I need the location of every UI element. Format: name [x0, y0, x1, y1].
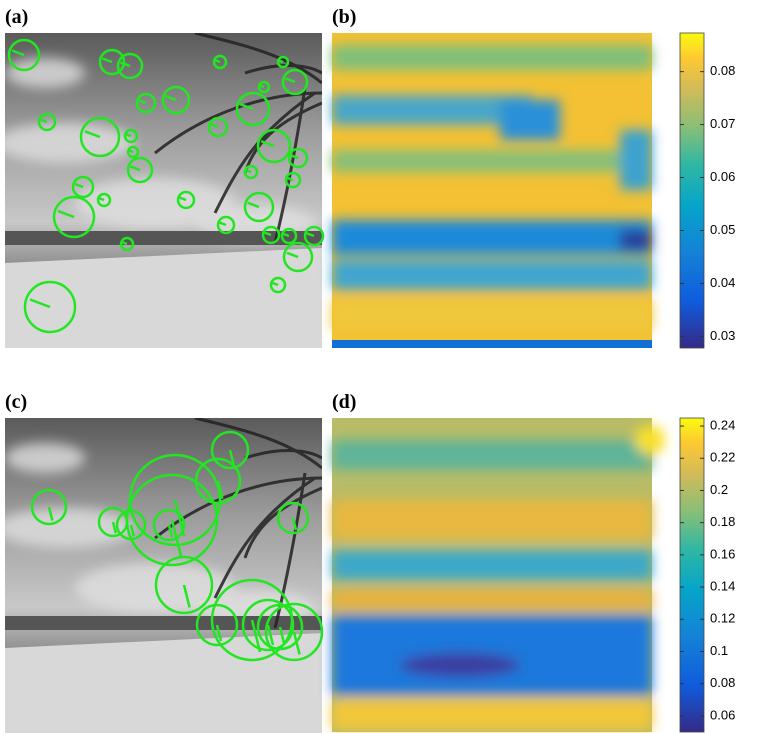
tick-label: 0.05 — [710, 222, 735, 237]
photo — [0, 418, 322, 733]
orientation — [215, 60, 220, 62]
colorbar — [680, 33, 704, 348]
orientation — [99, 198, 104, 200]
tick-label: 0.04 — [710, 275, 735, 290]
orientation — [129, 151, 133, 153]
tick-label: 0.08 — [710, 675, 735, 690]
tick-label: 0.22 — [710, 450, 735, 465]
colorbar — [680, 418, 704, 732]
tick-label: 0.18 — [710, 514, 735, 529]
photo — [0, 33, 322, 348]
heatmap — [332, 418, 665, 732]
tick-label: 0.06 — [710, 169, 735, 184]
figure: (a) (b) 0.03 0.04 0.05 0.06 0.07 0.08 (c) (d) 0.06… — [0, 0, 766, 733]
tick-label: 0.14 — [710, 579, 735, 594]
orientation — [279, 61, 283, 63]
panel-label: (b) — [332, 6, 356, 28]
tick-label: 0.2 — [710, 482, 728, 497]
orientation — [122, 242, 127, 244]
tick-label: 0.12 — [710, 611, 735, 626]
tick-label: 0.08 — [710, 63, 735, 78]
tick-label: 0.03 — [710, 328, 735, 343]
tick-label: 0.16 — [710, 546, 735, 561]
orientation — [260, 86, 264, 88]
orientation — [246, 170, 251, 172]
panel-label: (c) — [5, 391, 27, 413]
orientation — [126, 134, 131, 136]
tick-label: 0.06 — [710, 707, 735, 722]
panel-label: (d) — [332, 391, 356, 413]
tick-label: 0.1 — [710, 643, 728, 658]
heatmap — [332, 33, 652, 348]
tick-label: 0.07 — [710, 116, 735, 131]
panel-label: (a) — [5, 6, 28, 28]
tick-label: 0.24 — [710, 417, 735, 432]
